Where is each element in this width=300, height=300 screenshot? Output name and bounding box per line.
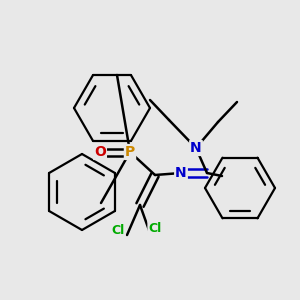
- Text: N: N: [175, 166, 187, 180]
- Text: Cl: Cl: [148, 221, 162, 235]
- Text: Cl: Cl: [111, 224, 124, 236]
- Text: O: O: [94, 145, 106, 159]
- Text: N: N: [190, 141, 202, 155]
- Text: P: P: [125, 145, 135, 159]
